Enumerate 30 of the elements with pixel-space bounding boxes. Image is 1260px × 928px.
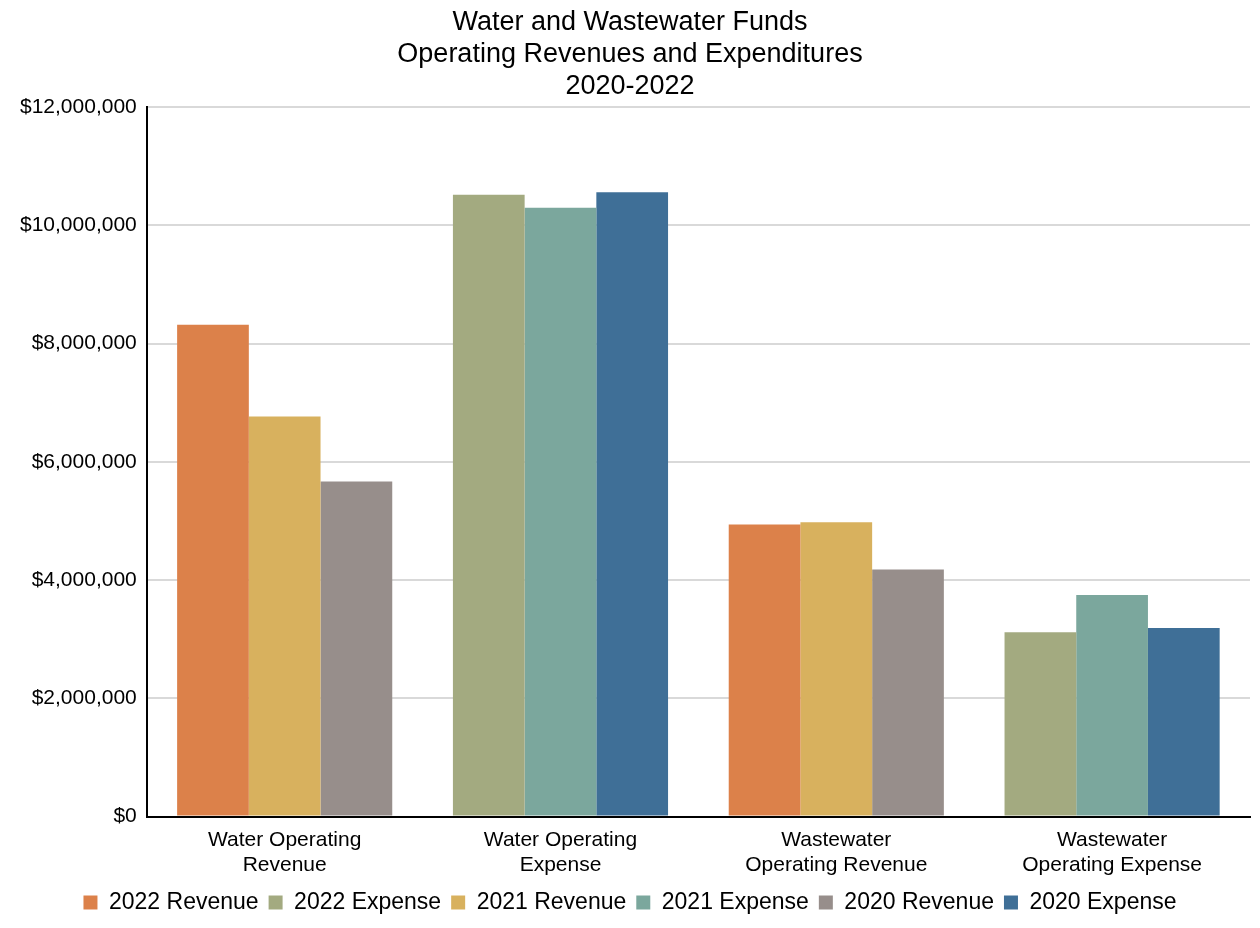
bar — [1004, 632, 1077, 816]
x-tick-label: Wastewater Operating Expense — [1022, 827, 1202, 876]
bar — [320, 481, 393, 816]
bar — [452, 194, 525, 816]
y-tick-label: $12,000,000 — [19, 94, 137, 117]
legend-label: 2022 Revenue — [108, 887, 259, 914]
bar — [248, 416, 321, 816]
x-tick-label: Wastewater Operating Revenue — [745, 827, 928, 876]
bar — [800, 522, 873, 816]
legend-label: 2021 Expense — [661, 887, 809, 914]
y-tick-label: $2,000,000 — [31, 685, 137, 709]
x-tick-label: Water Operating Expense — [483, 827, 638, 876]
legend-label: 2021 Revenue — [476, 887, 627, 914]
bar — [872, 569, 944, 816]
chart-title: Water and Wastewater Funds Operating Revenues and Expenditures 2020-2022 — [397, 5, 863, 101]
bar — [177, 324, 249, 816]
bar — [1076, 594, 1148, 816]
x-tick-label: Water Operating Revenue — [208, 827, 362, 876]
bar — [728, 524, 801, 816]
legend-label: 2020 Revenue — [844, 887, 994, 914]
bar — [524, 207, 597, 816]
y-tick-label: $0 — [113, 803, 137, 827]
y-tick-label: $6,000,000 — [31, 448, 137, 472]
bar — [596, 192, 669, 816]
legend-label: 2020 Expense — [1029, 887, 1177, 914]
y-tick-label: $10,000,000 — [19, 212, 137, 236]
y-tick-label: $4,000,000 — [31, 566, 137, 590]
legend-label: 2022 Expense — [294, 887, 442, 914]
bar — [1147, 628, 1220, 816]
y-tick-label: $8,000,000 — [31, 330, 137, 354]
